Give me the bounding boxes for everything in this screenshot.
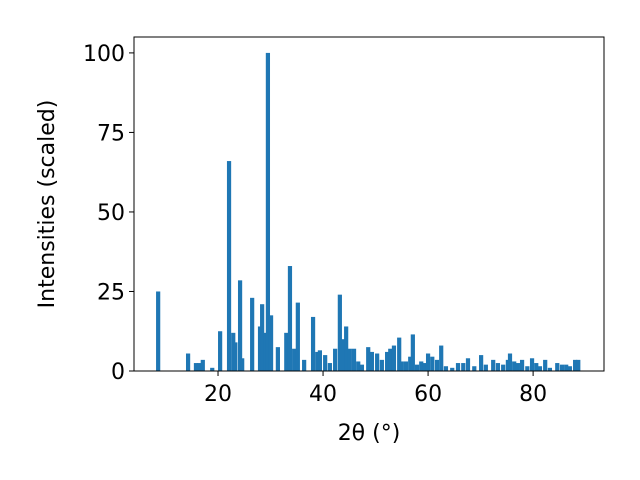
bar <box>366 347 371 371</box>
y-tick-label: 100 <box>83 42 125 67</box>
bar <box>185 353 191 371</box>
bar <box>559 364 565 371</box>
x-tick-label: 20 <box>204 382 232 407</box>
bar <box>529 358 535 371</box>
bar <box>218 331 223 371</box>
bar <box>391 345 397 371</box>
bar <box>231 332 236 371</box>
bar <box>450 367 455 371</box>
bar <box>226 161 232 371</box>
bar <box>414 364 420 371</box>
bar <box>379 359 384 371</box>
plot-frame <box>133 36 605 372</box>
bar <box>434 359 440 371</box>
y-tick-label: 50 <box>97 201 125 226</box>
bar <box>200 359 205 371</box>
bar <box>512 361 517 371</box>
y-tick-label: 75 <box>97 121 125 146</box>
bar <box>315 351 320 371</box>
x-axis-label: 2θ (°) <box>338 421 401 446</box>
bar <box>275 347 280 371</box>
bar <box>385 351 390 371</box>
bar <box>193 363 199 371</box>
bar <box>237 280 243 371</box>
x-tick-label: 80 <box>519 382 547 407</box>
bar <box>479 355 484 371</box>
bar <box>576 359 581 371</box>
bar <box>302 359 307 371</box>
bar <box>543 359 548 371</box>
bar <box>323 355 328 371</box>
bar <box>397 337 402 371</box>
bar <box>419 361 424 371</box>
bar <box>250 297 255 371</box>
bar <box>388 348 393 371</box>
bar <box>455 363 461 371</box>
bar <box>295 302 300 371</box>
bar <box>356 361 361 371</box>
bar <box>525 366 530 371</box>
bar <box>465 358 471 371</box>
bar <box>284 332 289 371</box>
bar <box>410 334 415 371</box>
bar <box>287 266 293 371</box>
bar <box>347 348 352 371</box>
bar <box>337 294 342 371</box>
bar <box>537 366 543 371</box>
bar <box>197 363 202 371</box>
bar <box>495 363 501 371</box>
bar <box>422 363 428 371</box>
y-axis-label: Intensities (scaled) <box>35 100 60 309</box>
bar <box>240 358 245 371</box>
bar <box>369 351 374 371</box>
bar <box>268 315 274 371</box>
bar <box>344 326 349 371</box>
bar <box>156 291 161 371</box>
bar <box>310 316 316 371</box>
y-tick-label: 0 <box>111 360 125 385</box>
bar <box>403 361 409 371</box>
bar <box>375 353 380 371</box>
x-tick-label: 40 <box>309 382 337 407</box>
bar <box>292 348 297 371</box>
bar <box>333 348 338 371</box>
bar <box>567 366 572 371</box>
x-tick-label: 60 <box>414 382 442 407</box>
bar <box>430 356 435 371</box>
bar <box>519 359 525 371</box>
bar <box>472 366 477 371</box>
bar <box>263 332 268 371</box>
bar <box>340 339 346 371</box>
bar <box>359 364 365 371</box>
bar <box>491 359 496 371</box>
bar <box>501 364 506 371</box>
bar <box>327 363 332 371</box>
bar <box>233 342 238 371</box>
bar <box>507 353 513 371</box>
bar <box>564 364 569 371</box>
bar <box>461 363 466 371</box>
y-tick-label: 25 <box>97 280 125 305</box>
bar <box>425 353 431 371</box>
bar <box>547 367 553 371</box>
bar <box>534 363 539 371</box>
bar <box>265 52 271 372</box>
bar <box>483 364 488 371</box>
bar <box>351 348 357 371</box>
bar <box>260 304 265 371</box>
bar <box>443 366 449 371</box>
bar <box>317 350 322 371</box>
bar <box>555 363 560 371</box>
bar <box>439 345 444 371</box>
bar <box>210 367 215 371</box>
bar <box>573 359 578 371</box>
bar <box>515 363 520 371</box>
bar <box>399 361 404 371</box>
bar <box>408 356 413 371</box>
